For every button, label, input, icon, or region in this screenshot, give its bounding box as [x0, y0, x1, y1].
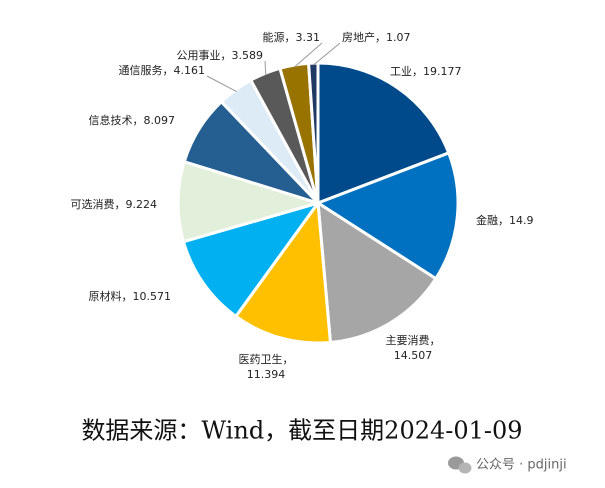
label-name: 房地产 — [342, 30, 375, 44]
label-name: 可选消费 — [71, 197, 115, 211]
label-value: 9.224 — [126, 198, 158, 211]
leader-line — [294, 42, 323, 68]
data-label: 信息技术，8.097 — [89, 113, 176, 127]
label-separator: ， — [122, 290, 133, 303]
label-separator: ， — [412, 65, 423, 78]
label-separator: ， — [115, 198, 126, 211]
label-value: 3.31 — [296, 31, 321, 44]
pie-slice — [176, 160, 320, 244]
label-value: 1.07 — [386, 31, 411, 44]
label-value: 19.177 — [423, 65, 462, 78]
pie-slice — [234, 201, 332, 345]
label-separator: ， — [430, 334, 441, 347]
label-separator: ， — [163, 64, 174, 77]
label-value: 10.571 — [133, 290, 172, 303]
watermark: 公众号 · pdjinji — [476, 458, 567, 473]
label-separator: ， — [285, 31, 296, 44]
watermark-icon — [448, 456, 472, 474]
pie-slice — [181, 201, 320, 318]
leader-line — [264, 60, 267, 76]
label-value: 4.161 — [174, 64, 206, 77]
label-value: 11.394 — [247, 368, 286, 381]
data-label: 通信服务，4.161 — [119, 64, 206, 77]
data-label: 房地产，1.07 — [342, 30, 411, 44]
label-value: 8.097 — [144, 114, 176, 127]
label-name: 主要消费 — [386, 333, 430, 347]
pie-slice — [316, 151, 460, 281]
pie-slice — [316, 201, 438, 344]
leader-line — [206, 75, 237, 93]
label-separator: ， — [133, 114, 144, 127]
label-name: 金融 — [476, 213, 498, 227]
data-label: 医药卫生， 11.394 — [239, 352, 294, 381]
label-value: 14.507 — [394, 349, 433, 362]
label-name: 能源 — [263, 30, 285, 44]
data-label: 能源，3.31 — [263, 30, 321, 44]
source-note: 数据来源：Wind，截至日期2024-01-09 — [81, 417, 522, 445]
data-label: 公用事业，3.589 — [177, 49, 264, 62]
pie-slice — [307, 61, 320, 205]
data-label: 原材料，10.571 — [89, 289, 172, 303]
label-separator: ， — [283, 353, 294, 366]
label-name: 通信服务 — [119, 64, 163, 77]
label-name: 医药卫生 — [239, 352, 283, 366]
data-label: 可选消费，9.224 — [71, 197, 158, 211]
label-name: 工业 — [390, 65, 412, 78]
label-name: 原材料 — [89, 289, 122, 303]
label-value: 3.589 — [232, 49, 264, 62]
data-label: 金融，14.9 — [476, 213, 534, 227]
label-value: 14.9 — [509, 214, 534, 227]
label-separator: ， — [375, 31, 386, 44]
label-separator: ， — [498, 214, 509, 227]
label-name: 公用事业 — [177, 49, 221, 62]
label-name: 信息技术 — [89, 113, 133, 127]
leader-line — [313, 42, 341, 66]
data-label: 主要消费， 14.507 — [386, 333, 441, 362]
data-label: 工业，19.177 — [390, 65, 462, 78]
pie-slice — [316, 61, 451, 205]
label-separator: ， — [221, 49, 232, 62]
